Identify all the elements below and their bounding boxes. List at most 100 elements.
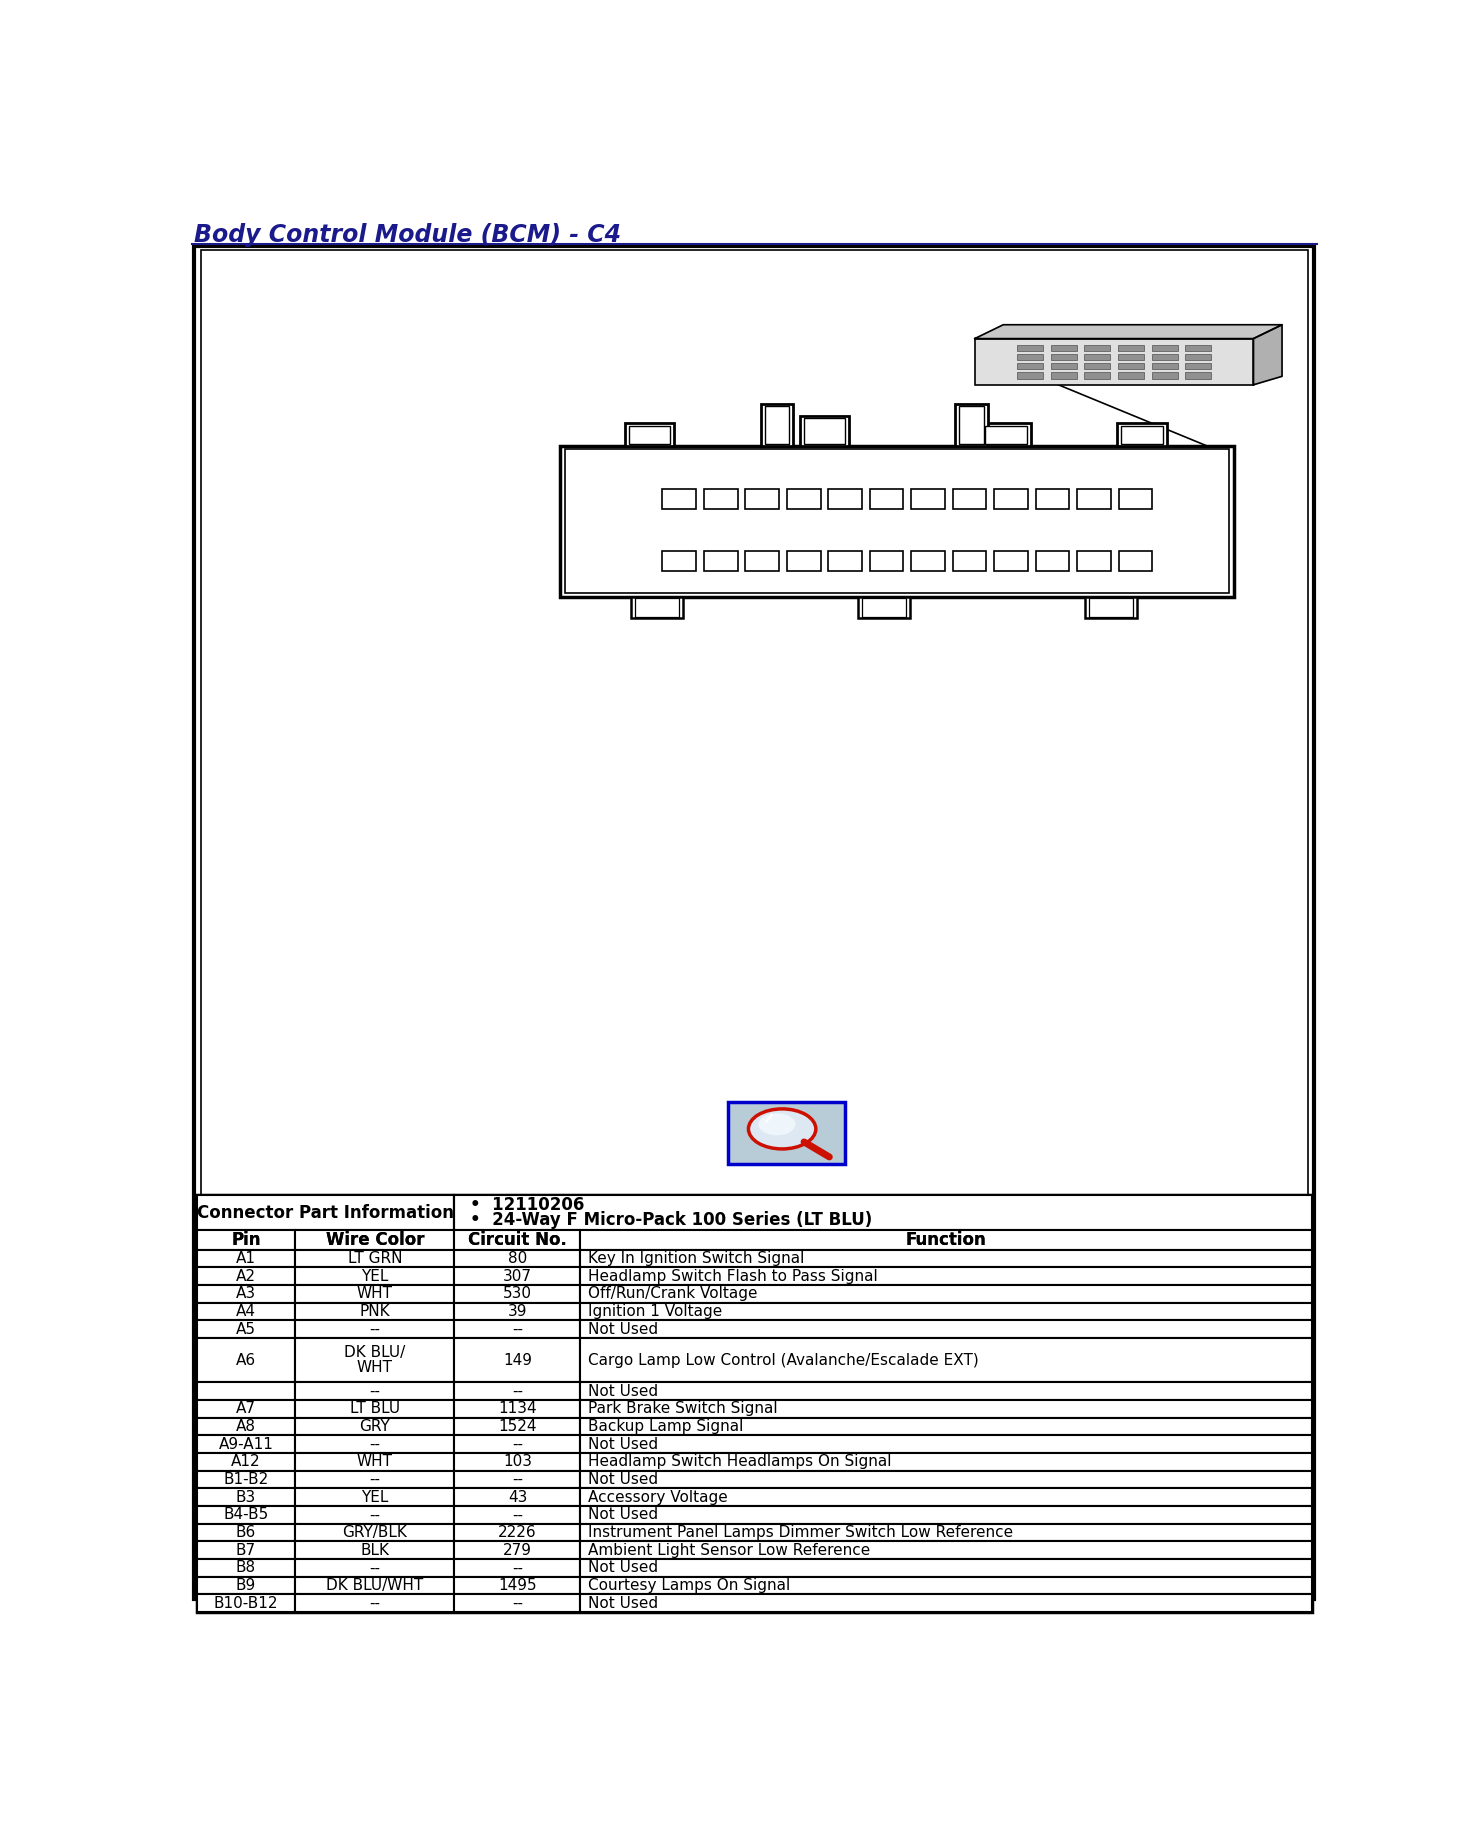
Bar bbox=[911, 490, 945, 510]
Bar bbox=[580, 1268, 1312, 1284]
Polygon shape bbox=[1254, 325, 1282, 385]
Text: YEL: YEL bbox=[361, 1489, 389, 1505]
Bar bbox=[197, 1337, 294, 1383]
Bar bbox=[197, 1268, 294, 1284]
Text: 2226: 2226 bbox=[498, 1526, 537, 1540]
Text: Wire Color: Wire Color bbox=[325, 1231, 424, 1250]
Bar bbox=[662, 552, 696, 572]
Bar bbox=[455, 1505, 580, 1524]
Bar bbox=[580, 1230, 1312, 1250]
Bar bbox=[1185, 354, 1211, 360]
Bar bbox=[580, 1418, 1312, 1436]
Text: Circuit No.: Circuit No. bbox=[468, 1231, 567, 1250]
Bar bbox=[294, 1268, 455, 1284]
Bar bbox=[1051, 345, 1076, 351]
Text: Ignition 1 Voltage: Ignition 1 Voltage bbox=[589, 1304, 723, 1319]
Text: DK BLU/: DK BLU/ bbox=[344, 1345, 405, 1359]
Text: 1495: 1495 bbox=[498, 1579, 537, 1593]
Text: Circuit No.: Circuit No. bbox=[468, 1231, 567, 1250]
Text: A5: A5 bbox=[236, 1321, 256, 1337]
Bar bbox=[580, 1284, 1312, 1303]
Circle shape bbox=[748, 1109, 815, 1149]
Bar bbox=[197, 1558, 294, 1577]
Bar bbox=[455, 1595, 580, 1611]
Bar bbox=[858, 597, 910, 618]
Text: 80: 80 bbox=[508, 1251, 527, 1266]
Bar bbox=[455, 1337, 580, 1383]
Bar bbox=[197, 1321, 294, 1337]
Bar bbox=[745, 552, 779, 572]
Bar bbox=[580, 1595, 1312, 1611]
Bar bbox=[294, 1284, 455, 1303]
Bar bbox=[197, 1577, 294, 1595]
Text: Cargo Lamp Low Control (Avalanche/Escalade EXT): Cargo Lamp Low Control (Avalanche/Escala… bbox=[589, 1352, 979, 1368]
Circle shape bbox=[758, 1113, 795, 1135]
Bar bbox=[580, 1577, 1312, 1595]
Bar bbox=[455, 1303, 580, 1321]
Bar bbox=[580, 1452, 1312, 1471]
Text: GRY/BLK: GRY/BLK bbox=[343, 1526, 408, 1540]
Text: B4-B5: B4-B5 bbox=[224, 1507, 269, 1522]
Bar bbox=[455, 1418, 580, 1436]
Bar bbox=[455, 1489, 580, 1505]
Text: B8: B8 bbox=[236, 1560, 256, 1575]
Text: --: -- bbox=[369, 1595, 380, 1611]
Text: A6: A6 bbox=[236, 1352, 256, 1368]
Text: Ambient Light Sensor Low Reference: Ambient Light Sensor Low Reference bbox=[589, 1542, 870, 1558]
Text: Pin: Pin bbox=[231, 1231, 261, 1250]
Text: Courtesy Lamps On Signal: Courtesy Lamps On Signal bbox=[589, 1579, 790, 1593]
Text: 39: 39 bbox=[508, 1304, 527, 1319]
Bar bbox=[455, 1452, 580, 1471]
Bar bbox=[1117, 424, 1167, 446]
Bar bbox=[804, 418, 845, 444]
Bar bbox=[197, 1195, 455, 1230]
Bar bbox=[1085, 354, 1110, 360]
Text: A12: A12 bbox=[1166, 493, 1189, 506]
Bar bbox=[294, 1542, 455, 1558]
Bar bbox=[624, 424, 674, 446]
Bar bbox=[294, 1230, 455, 1250]
Text: B3: B3 bbox=[236, 1489, 256, 1505]
Bar bbox=[870, 490, 904, 510]
Bar bbox=[631, 597, 683, 618]
Text: 530: 530 bbox=[503, 1286, 531, 1301]
Bar bbox=[829, 552, 863, 572]
Bar bbox=[197, 1250, 294, 1268]
Bar bbox=[455, 1284, 580, 1303]
Text: A4: A4 bbox=[236, 1304, 256, 1319]
Bar bbox=[788, 490, 820, 510]
Bar bbox=[197, 1505, 294, 1524]
Bar bbox=[863, 597, 907, 616]
Text: Instrument Panel Lamps Dimmer Switch Low Reference: Instrument Panel Lamps Dimmer Switch Low… bbox=[589, 1526, 1013, 1540]
Bar bbox=[952, 490, 986, 510]
Text: 307: 307 bbox=[503, 1268, 531, 1284]
Bar bbox=[960, 406, 983, 444]
Bar bbox=[294, 1436, 455, 1452]
Text: WHT: WHT bbox=[356, 1454, 393, 1469]
Bar bbox=[629, 426, 670, 444]
Text: LT BLU: LT BLU bbox=[350, 1401, 400, 1416]
Bar bbox=[1089, 597, 1133, 616]
Bar bbox=[580, 1505, 1312, 1524]
Bar bbox=[455, 1250, 580, 1268]
Text: B1-B2: B1-B2 bbox=[224, 1473, 269, 1487]
Bar bbox=[580, 1558, 1312, 1577]
Text: --: -- bbox=[512, 1321, 523, 1337]
Bar bbox=[634, 597, 679, 616]
Text: •  12110206: • 12110206 bbox=[470, 1197, 584, 1213]
Bar bbox=[559, 446, 1234, 597]
Text: 103: 103 bbox=[503, 1454, 531, 1469]
Bar bbox=[294, 1452, 455, 1471]
Bar bbox=[994, 490, 1027, 510]
Bar bbox=[294, 1399, 455, 1418]
Bar bbox=[580, 1436, 1312, 1452]
Bar bbox=[829, 490, 863, 510]
Bar bbox=[1017, 364, 1042, 369]
Text: Headlamp Switch Flash to Pass Signal: Headlamp Switch Flash to Pass Signal bbox=[589, 1268, 877, 1284]
Bar bbox=[455, 1383, 580, 1399]
Bar bbox=[197, 1383, 294, 1399]
Bar bbox=[455, 1268, 580, 1284]
Text: --: -- bbox=[369, 1473, 380, 1487]
Text: --: -- bbox=[369, 1560, 380, 1575]
Bar bbox=[197, 1399, 294, 1418]
